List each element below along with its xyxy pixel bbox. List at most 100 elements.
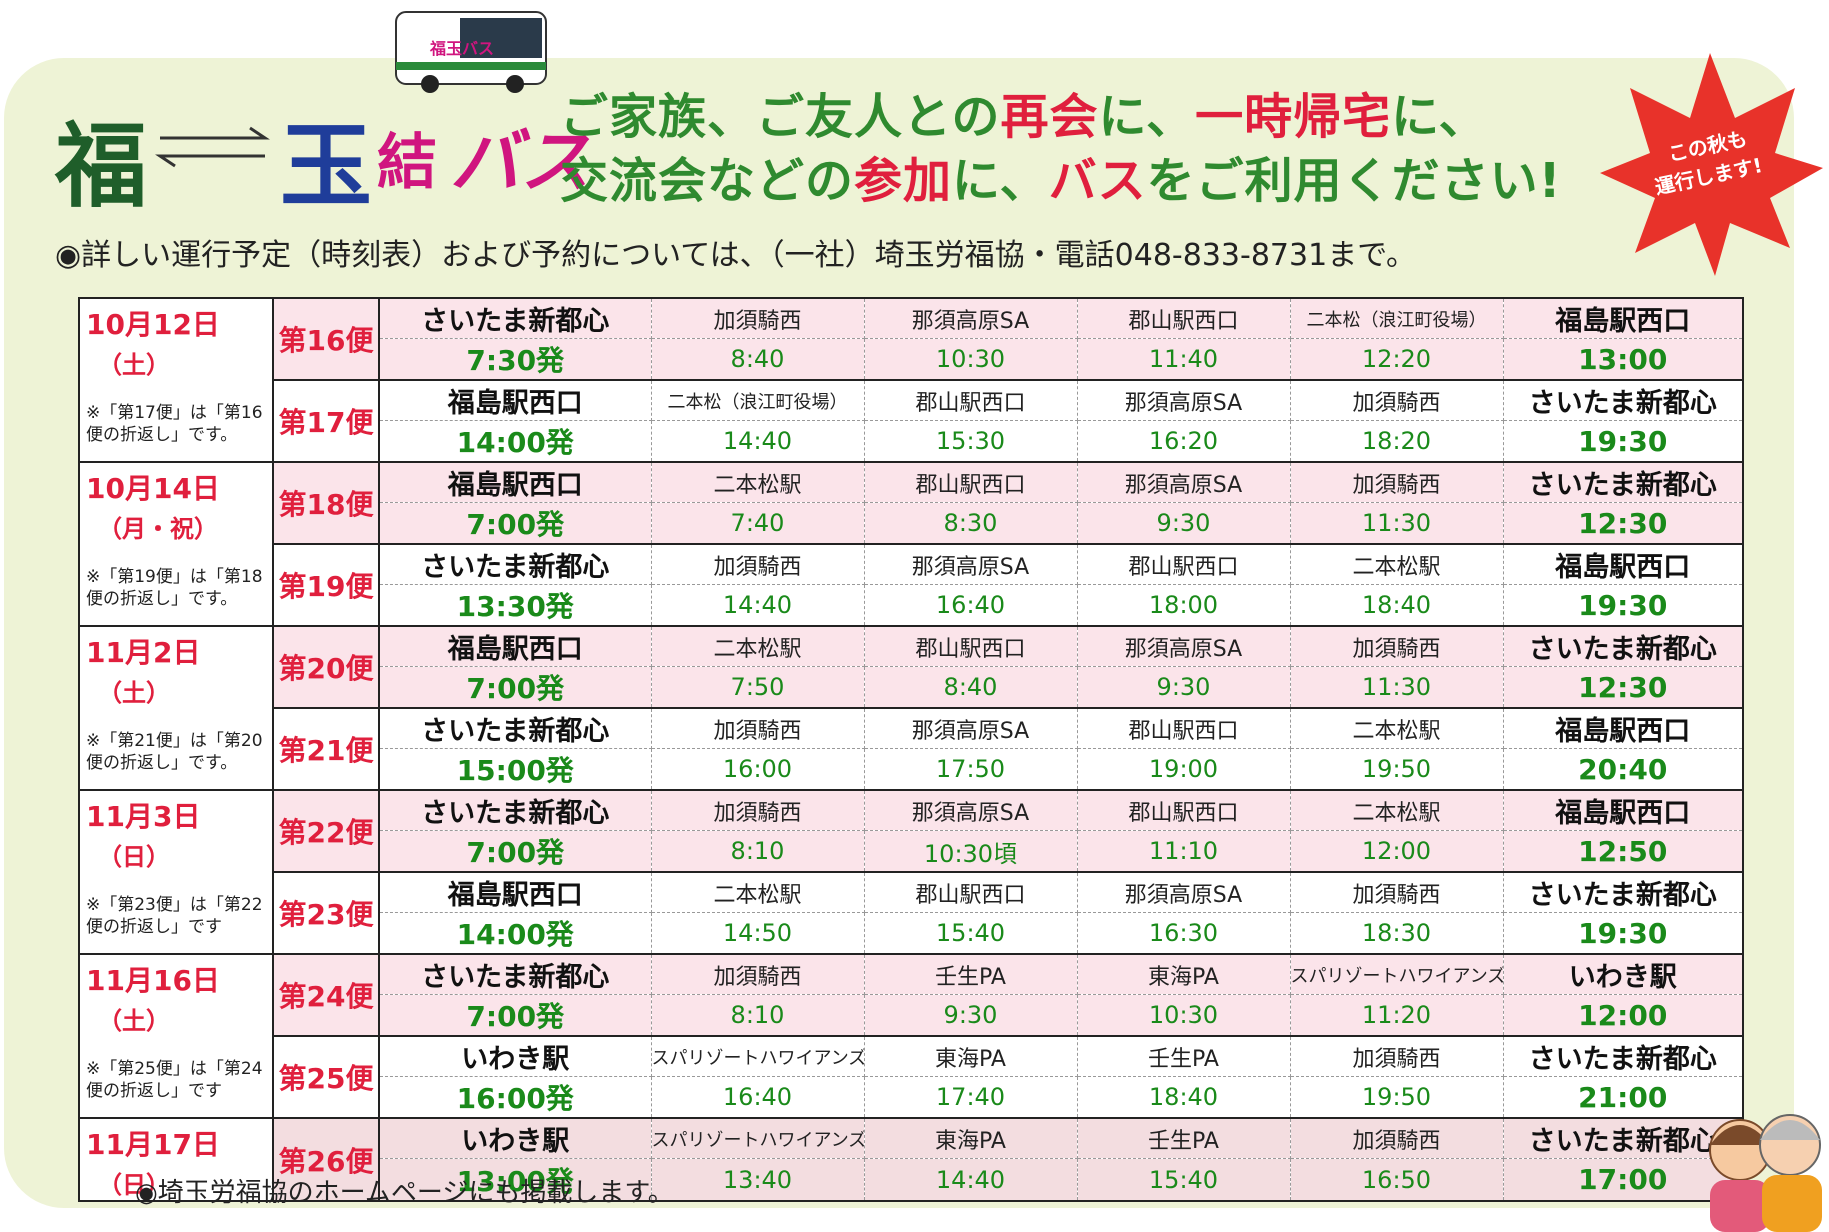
- headline-segment: に、: [952, 153, 1049, 209]
- trip-row: 7:00発 7:40 8:30 9:30 11:30 12:30: [79, 502, 1744, 545]
- stop: スパリゾートハワイアンズ: [1289, 953, 1504, 995]
- trip-number: 第21便: [272, 707, 380, 791]
- day: （日）: [98, 843, 170, 871]
- time: 19:30: [1502, 584, 1744, 627]
- time: 19:50: [1289, 1076, 1504, 1119]
- headline-segment: 交流会などの: [560, 153, 855, 209]
- stop: さいたま新都心: [1502, 461, 1744, 503]
- headline-segment: ご家族、ご友人との: [560, 89, 1001, 145]
- time: 12:50: [1502, 830, 1744, 873]
- time: 19:30: [1502, 420, 1744, 463]
- time: 11:30: [1289, 502, 1504, 545]
- time: 16:30: [1076, 912, 1291, 955]
- trip-row: 7:00発 7:50 8:40 9:30 11:30 12:30: [79, 666, 1744, 709]
- trip-row: 第23便 福島駅西口 二本松駅 郡山駅西口 那須高原SA 加須騎西 さいたま新都心: [79, 871, 1744, 955]
- title-fuku: 福: [55, 113, 148, 220]
- trip-number: 第16便: [272, 297, 380, 381]
- time: 17:50: [863, 748, 1078, 791]
- time: 7:00発: [378, 994, 652, 1037]
- time: 12:00: [1289, 830, 1504, 873]
- time: 16:00: [650, 748, 865, 791]
- time: 8:30: [863, 502, 1078, 545]
- stop: 那須高原SA: [1076, 625, 1291, 667]
- note: ※「第23便」は「第22便の折返し」です: [86, 895, 263, 937]
- time: 14:40: [650, 420, 865, 463]
- time: 16:50: [1289, 1158, 1504, 1203]
- trip-number: 第18便: [272, 461, 380, 545]
- date: 11月16日: [86, 964, 220, 997]
- time: 7:50: [650, 666, 865, 709]
- headline-segment: に、: [1391, 89, 1488, 145]
- stop: さいたま新都心: [1502, 871, 1744, 913]
- stop: 郡山駅西口: [863, 625, 1078, 667]
- stop: 加須騎西: [1289, 1117, 1504, 1160]
- trip-row: 10月14日 （月・祝） ※「第19便」は「第18便の折返し」です。 第18便 福島駅西…: [78, 461, 1744, 627]
- stop: スパリゾートハワイアンズ: [650, 1117, 865, 1160]
- stop: 加須騎西: [650, 297, 865, 339]
- trip-row: 14:00発 14:40 15:30 16:20 18:20 19:30: [79, 420, 1744, 463]
- date: 10月14日: [86, 472, 220, 505]
- title-bus: バス: [450, 121, 590, 203]
- stop: さいたま新都心: [1502, 625, 1744, 667]
- stop: 東海PA: [863, 1117, 1078, 1160]
- stop: 壬生PA: [1076, 1117, 1291, 1160]
- headline-line: ご家族、ご友人との再会に、一時帰宅に、: [560, 85, 1562, 149]
- headline-segment: 参加: [854, 153, 953, 209]
- note: ※「第25便」は「第24便の折返し」です: [86, 1059, 263, 1101]
- arrows: [155, 126, 270, 168]
- trip-number: 第26便: [272, 1117, 380, 1202]
- time: 7:00発: [378, 666, 652, 709]
- time: 19:50: [1289, 748, 1504, 791]
- stop: 二本松駅: [650, 461, 865, 503]
- time: 13:00発: [378, 1158, 652, 1203]
- trip-row: 第17便 福島駅西口 二本松（浪江町役場） 郡山駅西口 那須高原SA 加須騎西 さいたま新都…: [79, 379, 1744, 463]
- headline-line: 交流会などの参加に、バスをご利用ください!: [560, 149, 1562, 213]
- title-tama: 玉: [280, 113, 373, 220]
- stop: 二本松駅: [650, 871, 865, 913]
- stop: 福島駅西口: [378, 625, 652, 667]
- trip-row: 16:00発 16:40 17:40 18:40 19:50 21:00: [79, 1076, 1744, 1119]
- time: 15:00発: [378, 748, 652, 791]
- stop: いわき駅: [1502, 953, 1744, 995]
- trip-row: 第19便 さいたま新都心 加須騎西 那須高原SA 郡山駅西口 二本松駅 福島駅西口: [79, 543, 1744, 627]
- stop: 加須騎西: [1289, 871, 1504, 913]
- time: 8:40: [650, 338, 865, 381]
- time: 8:40: [863, 666, 1078, 709]
- stop: 福島駅西口: [1502, 707, 1744, 749]
- time: 8:10: [650, 994, 865, 1037]
- time: 17:40: [863, 1076, 1078, 1119]
- stop: 加須騎西: [1289, 461, 1504, 503]
- trip-row: 15:00発 16:00 17:50 19:00 19:50 20:40: [79, 748, 1744, 791]
- time: 13:00: [1502, 338, 1744, 381]
- day: （土）: [98, 1007, 170, 1035]
- time: 18:40: [1076, 1076, 1291, 1119]
- trip-row: 7:30発 8:40 10:30 11:40 12:20 13:00: [79, 338, 1744, 381]
- time: 9:30: [1076, 502, 1291, 545]
- time: 11:10: [1076, 830, 1291, 873]
- leaf-badge: この秋も 運行します!: [1600, 53, 1823, 276]
- headline-segment: 再会: [1000, 89, 1099, 145]
- date: 11月17日: [86, 1128, 220, 1161]
- stop: 那須高原SA: [863, 297, 1078, 339]
- stop: いわき駅: [378, 1035, 652, 1077]
- stop: 二本松駅: [1289, 789, 1504, 831]
- time: 8:10: [650, 830, 865, 873]
- trip-number: 第23便: [272, 871, 380, 955]
- time: 11:30: [1289, 666, 1504, 709]
- day: （月・祝）: [98, 515, 218, 543]
- stop: さいたま新都心: [1502, 1035, 1744, 1077]
- time: 18:00: [1076, 584, 1291, 627]
- date-cell: 10月14日 （月・祝） ※「第19便」は「第18便の折返し」です。: [78, 461, 274, 627]
- stop: 那須高原SA: [1076, 461, 1291, 503]
- day: （土）: [98, 679, 170, 707]
- stop: 郡山駅西口: [1076, 707, 1291, 749]
- stop: スパリゾートハワイアンズ: [650, 1035, 865, 1077]
- stop: 二本松駅: [1289, 707, 1504, 749]
- people-illustration: [1709, 1114, 1822, 1232]
- stop: 加須騎西: [650, 953, 865, 995]
- stop: 福島駅西口: [1502, 297, 1744, 339]
- stop: 二本松（浪江町役場）: [650, 379, 865, 421]
- time: 15:40: [1076, 1158, 1291, 1203]
- note: ◉詳しい運行予定（時刻表）および予約については、（一社）埼玉労福協・電話048-…: [55, 238, 1416, 273]
- title-musubi: 結: [377, 128, 437, 198]
